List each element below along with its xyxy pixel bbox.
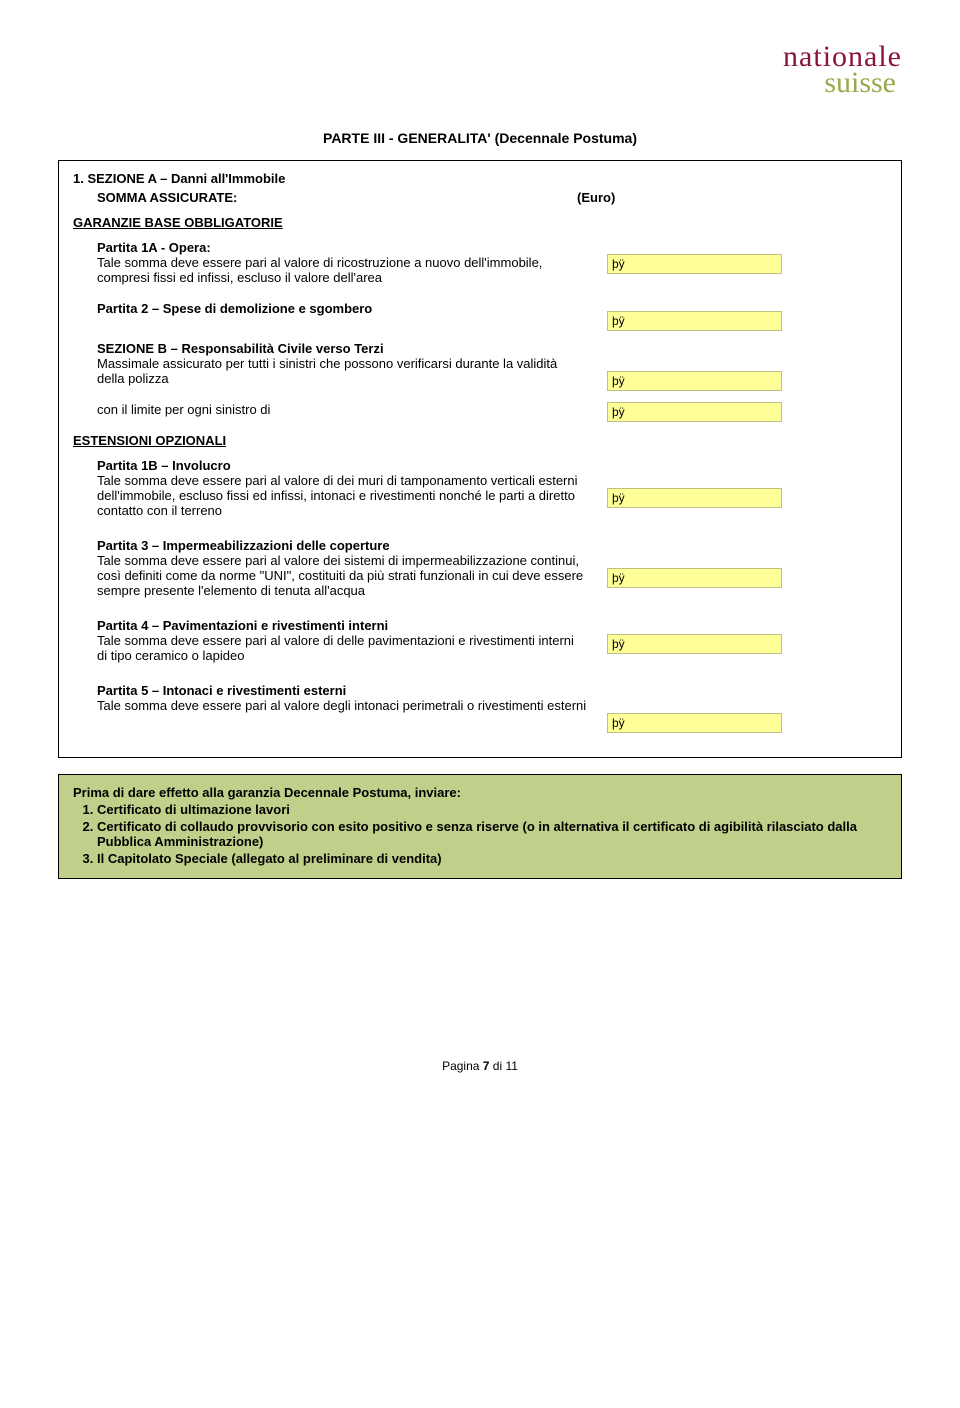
- footer-box: Prima di dare effetto alla garanzia Dece…: [58, 774, 902, 879]
- partita-4-field-wrap: þÿ: [607, 618, 827, 654]
- sezione-b-limite-field-wrap: þÿ: [607, 402, 827, 422]
- partita-1a-field-wrap: þÿ: [607, 240, 827, 274]
- footer-list: Certificato di ultimazione lavori Certif…: [97, 802, 887, 866]
- parte-title: PARTE III - GENERALITA' (Decennale Postu…: [58, 130, 902, 146]
- partita-5: Partita 5 – Intonaci e rivestimenti este…: [97, 683, 607, 713]
- partita-5-field-wrap: þÿ: [607, 683, 827, 733]
- page-footer: Pagina 7 di 11: [58, 1059, 902, 1073]
- partita-2-input[interactable]: þÿ: [607, 311, 782, 331]
- partita-1a-input[interactable]: þÿ: [607, 254, 782, 274]
- sezione-b-title: SEZIONE B – Responsabilità Civile verso …: [97, 341, 384, 356]
- sezione-b: SEZIONE B – Responsabilità Civile verso …: [97, 341, 607, 386]
- sezione-b-limite-input[interactable]: þÿ: [607, 402, 782, 422]
- sezione-b-field-wrap: þÿ: [607, 341, 827, 391]
- partita-1b-title: Partita 1B – Involucro: [97, 458, 231, 473]
- partita-1b: Partita 1B – Involucro Tale somma deve e…: [97, 458, 607, 518]
- footer-title: Prima di dare effetto alla garanzia Dece…: [73, 785, 461, 800]
- partita-4-text: Tale somma deve essere pari al valore di…: [97, 633, 574, 663]
- garanzie-base-header: GARANZIE BASE OBBLIGATORIE: [73, 215, 887, 230]
- page-footer-suffix: di 11: [489, 1059, 517, 1073]
- somma-assicurate-label: SOMMA ASSICURATE:: [97, 190, 577, 205]
- partita-3-input[interactable]: þÿ: [607, 568, 782, 588]
- partita-4-title: Partita 4 – Pavimentazioni e rivestiment…: [97, 618, 388, 633]
- partita-3: Partita 3 – Impermeabilizzazioni delle c…: [97, 538, 607, 598]
- partita-5-title: Partita 5 – Intonaci e rivestimenti este…: [97, 683, 346, 698]
- partita-1b-text: Tale somma deve essere pari al valore di…: [97, 473, 578, 518]
- partita-2-field-wrap: þÿ: [607, 301, 827, 331]
- partita-3-text: Tale somma deve essere pari al valore de…: [97, 553, 583, 598]
- partita-3-field-wrap: þÿ: [607, 538, 827, 588]
- sezione-b-limite-text: con il limite per ogni sinistro di: [97, 402, 270, 417]
- partita-5-text: Tale somma deve essere pari al valore de…: [97, 698, 586, 713]
- page-footer-prefix: Pagina: [442, 1059, 483, 1073]
- estensioni-header: ESTENSIONI OPZIONALI: [73, 433, 887, 448]
- partita-4: Partita 4 – Pavimentazioni e rivestiment…: [97, 618, 607, 663]
- partita-2-title: Partita 2 – Spese di demolizione e sgomb…: [97, 301, 372, 316]
- main-box: 1. SEZIONE A – Danni all'Immobile SOMMA …: [58, 160, 902, 758]
- footer-item-2: Certificato di collaudo provvisorio con …: [97, 819, 887, 849]
- partita-2: Partita 2 – Spese di demolizione e sgomb…: [97, 301, 607, 316]
- partita-1b-input[interactable]: þÿ: [607, 488, 782, 508]
- sezione-b-input[interactable]: þÿ: [607, 371, 782, 391]
- partita-1b-field-wrap: þÿ: [607, 458, 827, 508]
- logo-bottom-text: suisse: [58, 66, 902, 100]
- partita-1a-title: Partita 1A - Opera:: [97, 240, 211, 255]
- partita-3-title: Partita 3 – Impermeabilizzazioni delle c…: [97, 538, 390, 553]
- sezione-a-title: 1. SEZIONE A – Danni all'Immobile: [73, 171, 887, 186]
- footer-item-3: Il Capitolato Speciale (allegato al prel…: [97, 851, 887, 866]
- sezione-b-limite: con il limite per ogni sinistro di: [97, 402, 607, 417]
- footer-item-1: Certificato di ultimazione lavori: [97, 802, 887, 817]
- page: nationale suisse PARTE III - GENERALITA'…: [0, 0, 960, 1093]
- partita-1a-text: Tale somma deve essere pari al valore di…: [97, 255, 542, 285]
- euro-label: (Euro): [577, 190, 615, 205]
- logo: nationale suisse: [58, 40, 902, 100]
- sezione-b-text: Massimale assicurato per tutti i sinistr…: [97, 356, 557, 386]
- partita-5-input[interactable]: þÿ: [607, 713, 782, 733]
- partita-1a: Partita 1A - Opera: Tale somma deve esse…: [97, 240, 607, 285]
- partita-4-input[interactable]: þÿ: [607, 634, 782, 654]
